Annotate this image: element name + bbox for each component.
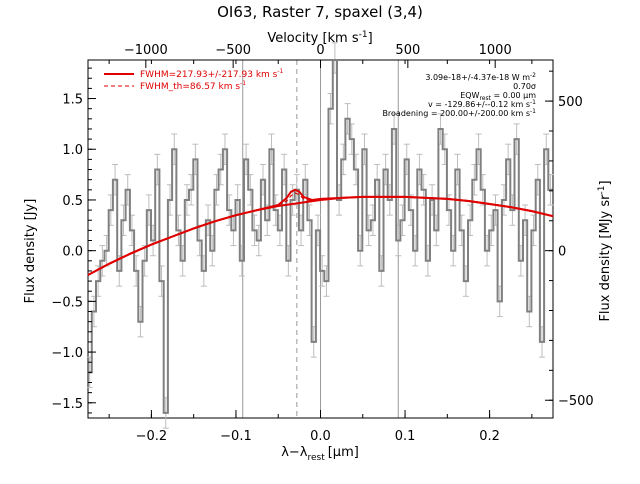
top-tick-label-2: 0	[316, 43, 324, 58]
legend: FWHM=217.93+/-217.93 km s-1FWHM_th=86.57…	[104, 68, 284, 92]
top-axis-label-sup: -1	[359, 30, 368, 40]
x-tick-label-2: 0.0	[310, 429, 331, 444]
annotation-text-0: 3.09e-18+/-4.37e-18 W m	[425, 73, 530, 82]
svg-text:Flux density [MJy sr-1]: Flux density [MJy sr-1]	[597, 180, 613, 321]
annotation-3: v = -129.86+/--0.12 km s-1	[428, 99, 536, 109]
x-tick-label-4: 0.2	[479, 429, 500, 444]
y-tick-label-3: 0.0	[62, 245, 83, 260]
y-tick-label-6: 1.5	[62, 93, 83, 108]
x-axis-label: λ−λrest[μm]	[281, 445, 359, 463]
chart-title: OI63, Raster 7, spaxel (3,4)	[217, 3, 423, 21]
x-axis-label-unit: [μm]	[328, 445, 359, 460]
annotation-sup-3: -1	[530, 99, 536, 106]
right-tick-label-1: 0	[558, 245, 566, 260]
top-axis-label-end: ]	[368, 31, 373, 46]
annotation-text-3: v = -129.86+/--0.12 km s	[428, 100, 530, 109]
y-tick-label-0: −1.5	[51, 397, 83, 412]
legend-label-0: FWHM=217.93+/-217.93 km s-1	[140, 68, 284, 80]
x-axis-label-text: λ−λ	[281, 445, 308, 460]
right-tick-label-2: 500	[558, 95, 583, 110]
annotation-sup-4: -1	[530, 108, 536, 115]
y-tick-label-4: 0.5	[62, 194, 83, 209]
legend-label-sup-0: -1	[277, 68, 283, 75]
annotation-4: Broadening = 200.00+/-200.00 km s-1	[382, 108, 536, 118]
right-axis-label-sup: -1	[597, 186, 607, 195]
annotation-text-4: Broadening = 200.00+/-200.00 km s	[382, 109, 530, 118]
y-tick-label-5: 1.0	[62, 143, 83, 158]
annotation-1: 0.70σ	[513, 82, 536, 91]
top-tick-label-0: −1000	[124, 43, 168, 58]
y-tick-label-2: −0.5	[51, 295, 83, 310]
x-tick-label-3: 0.1	[395, 429, 416, 444]
legend-label-text-1: FWHM_th=86.57 km s	[140, 82, 240, 92]
svg-text:λ−λrest[μm]: λ−λrest[μm]	[281, 445, 359, 463]
right-tick-label-0: −500	[558, 394, 594, 409]
annotation-sup-0: -2	[530, 72, 536, 79]
annotation-text-1: 0.70σ	[513, 82, 536, 91]
top-tick-label-4: 1000	[479, 43, 512, 58]
x-tick-label-1: −0.1	[220, 429, 252, 444]
legend-label-text-0: FWHM=217.93+/-217.93 km s	[140, 70, 278, 80]
annotation-0: 3.09e-18+/-4.37e-18 W m-2	[425, 72, 536, 82]
y-axis-label: Flux density [Jy]	[23, 199, 38, 304]
right-axis-label-end: ]	[598, 180, 613, 185]
x-axis-label-sub: rest	[307, 453, 325, 463]
annotation-text-2: EQW	[460, 91, 479, 100]
top-tick-label-1: −500	[215, 43, 251, 58]
y-tick-label-1: −1.0	[51, 346, 83, 361]
legend-label-sup-1: -1	[240, 80, 246, 87]
top-tick-label-3: 500	[395, 43, 420, 58]
right-axis-label: Flux density [MJy sr-1]	[597, 180, 613, 321]
x-tick-label-0: −0.2	[136, 429, 168, 444]
top-axis-label-text: Velocity [km s	[267, 31, 359, 46]
right-axis-label-text: Flux density [MJy sr	[598, 194, 613, 322]
legend-label-1: FWHM_th=86.57 km s-1	[140, 80, 246, 92]
